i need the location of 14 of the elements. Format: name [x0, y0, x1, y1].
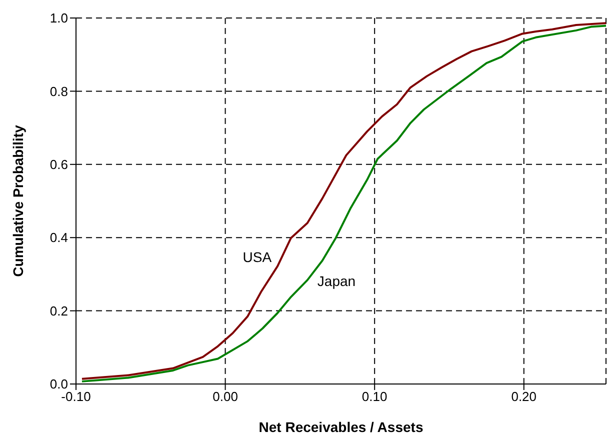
y-tick-label: 1.0 — [50, 10, 68, 26]
x-tick-label: 0.00 — [212, 389, 238, 404]
series-label: USA — [242, 248, 272, 265]
y-tick-label: 0.2 — [50, 303, 68, 318]
series-label: Japan — [317, 272, 356, 289]
y-axis-title: Cumulative Probability — [10, 124, 26, 277]
y-tick-label: 0.6 — [50, 157, 68, 172]
y-tick-label: 0.8 — [50, 84, 68, 99]
y-tick-label: 0.4 — [50, 230, 68, 246]
x-tick-label: -0.10 — [61, 389, 91, 404]
x-tick-label: 0.20 — [511, 389, 537, 404]
y-tick-label: 0.0 — [50, 376, 68, 392]
x-tick-label: 0.10 — [362, 389, 388, 404]
x-axis-title: Net Receivables / Assets — [258, 419, 424, 435]
